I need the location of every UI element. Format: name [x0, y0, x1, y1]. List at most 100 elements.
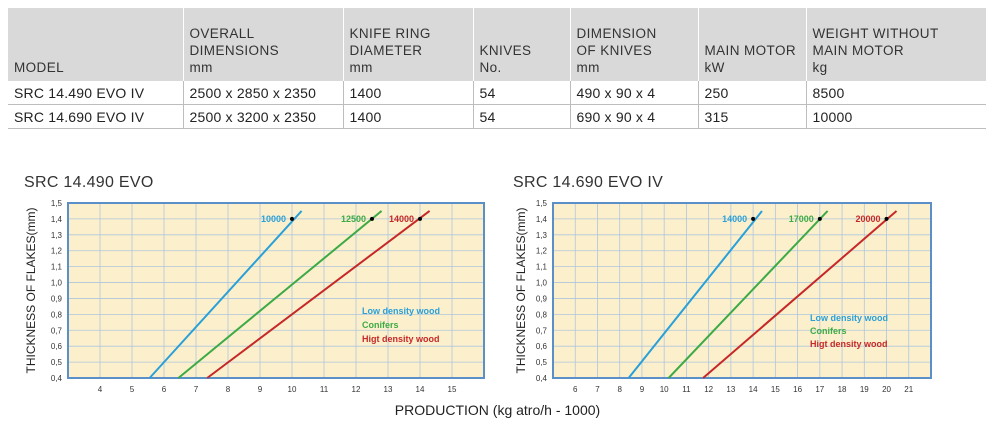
- table-header-row: MODEL OVERALL DIMENSIONS mm KNIFE RING D…: [8, 8, 986, 81]
- y-tick-label: 1,3: [51, 231, 63, 240]
- legend-entry: Low density wood: [810, 313, 888, 323]
- series-point: [370, 216, 374, 221]
- x-tick-label: 12: [352, 385, 361, 394]
- x-tick-label: 9: [640, 385, 645, 394]
- series-point: [751, 216, 756, 221]
- x-tick-label: 19: [860, 385, 869, 394]
- point-label: 17000: [789, 214, 814, 224]
- header-weight: WEIGHT WITHOUT MAIN MOTOR kg: [806, 8, 986, 81]
- x-tick-label: 11: [320, 385, 329, 394]
- point-label: 20000: [855, 214, 880, 224]
- chart-title-src-14-490: SRC 14.490 EVO: [24, 174, 154, 191]
- point-label: 14000: [389, 214, 414, 224]
- y-tick-label: 1,3: [536, 231, 548, 240]
- x-tick-label: 21: [904, 385, 913, 394]
- x-tick-label: 15: [771, 385, 780, 394]
- series-line-conifers: [667, 210, 829, 379]
- x-tick-label: 10: [660, 385, 669, 394]
- series-point: [418, 216, 422, 221]
- table-row: SRC 14.690 EVO IV 2500 x 3200 x 2350 140…: [8, 104, 986, 129]
- table-cell: 1400: [343, 81, 474, 105]
- x-tick-label: 5: [130, 385, 135, 394]
- header-knife-dimension: DIMENSION OF KNIVES mm: [570, 8, 699, 81]
- y-tick-label: 1,1: [536, 263, 548, 272]
- y-tick-label: 1,1: [51, 263, 63, 272]
- y-tick-label: 0,8: [536, 310, 548, 319]
- series-point: [290, 216, 294, 221]
- legend-entry: Higt density wood: [362, 334, 440, 344]
- table-cell: 54: [473, 81, 571, 105]
- table-cell: 10000: [806, 104, 986, 129]
- y-tick-label: 1,5: [51, 199, 63, 208]
- x-tick-label: 14: [416, 385, 425, 394]
- x-tick-label: 6: [573, 385, 578, 394]
- series-point: [817, 216, 822, 221]
- production-axis-label: PRODUCTION (kg atro/h - 1000): [394, 402, 601, 418]
- y-tick-label: 1,0: [51, 279, 63, 288]
- y-tick-label: 0,7: [536, 326, 548, 335]
- legend-entry: Low density wood: [362, 306, 440, 316]
- plot-frame: [67, 202, 485, 379]
- point-label: 14000: [722, 214, 747, 224]
- x-tick-label: 18: [838, 385, 847, 394]
- table-cell: 315: [698, 104, 807, 129]
- y-tick-label: 0,5: [51, 358, 63, 367]
- table-cell: SRC 14.690 EVO IV: [8, 104, 184, 129]
- table-cell: SRC 14.490 EVO IV: [8, 81, 184, 105]
- series-line-high_density: [206, 210, 431, 379]
- x-tick-label: 12: [704, 385, 713, 394]
- y-tick-label: 0,6: [51, 342, 63, 351]
- x-tick-label: 13: [726, 385, 735, 394]
- series-point: [884, 216, 889, 221]
- x-tick-label: 17: [815, 385, 824, 394]
- y-tick-label: 0,4: [51, 374, 63, 383]
- point-label: 12500: [341, 214, 366, 224]
- legend-entry: Higt density wood: [810, 339, 888, 349]
- x-tick-label: 8: [226, 385, 231, 394]
- table-cell: 690 x 90 x 4: [570, 104, 699, 129]
- x-tick-label: 7: [595, 385, 600, 394]
- header-main-motor: MAIN MOTOR kW: [698, 8, 807, 81]
- x-tick-label: 15: [448, 385, 457, 394]
- x-tick-label: 4: [98, 385, 103, 394]
- y-tick-label: 0,6: [536, 342, 548, 351]
- header-overall-dimensions: OVERALL DIMENSIONS mm: [183, 8, 344, 81]
- chart-title-src-14-690: SRC 14.690 EVO IV: [513, 174, 664, 191]
- x-tick-label: 7: [194, 385, 199, 394]
- y-tick-label: 1,2: [51, 247, 63, 256]
- y-axis-label: THICKNESS OF FLAKES(mm): [514, 207, 528, 373]
- y-tick-label: 0,8: [51, 310, 63, 319]
- table-cell: 490 x 90 x 4: [570, 81, 699, 105]
- x-tick-label: 6: [162, 385, 167, 394]
- y-tick-label: 0,7: [51, 326, 63, 335]
- x-tick-label: 10: [288, 385, 297, 394]
- x-tick-label: 13: [384, 385, 393, 394]
- chart-1: 0,4 0,5 0,6 0,7 0,8 0,9 1,0 1,1 1,2 1,3 1,4 1,5 4 5 6 7…: [24, 199, 485, 394]
- plot-area: [68, 203, 484, 378]
- y-tick-label: 0,9: [51, 294, 63, 303]
- series-line-low_density: [627, 210, 763, 379]
- x-tick-label: 11: [682, 385, 691, 394]
- y-axis-label: THICKNESS OF FLAKES(mm): [24, 207, 38, 373]
- x-tick-label: 9: [258, 385, 263, 394]
- table-cell: 2500 x 3200 x 2350: [183, 104, 344, 129]
- table-row: SRC 14.490 EVO IV 2500 x 2850 x 2350 140…: [8, 81, 986, 105]
- table-cell: 2500 x 2850 x 2350: [183, 81, 344, 105]
- y-tick-label: 1,4: [536, 215, 548, 224]
- point-label: 10000: [261, 214, 286, 224]
- series-line-low_density: [148, 210, 303, 379]
- x-tick-label: 20: [882, 385, 891, 394]
- y-tick-label: 1,0: [536, 279, 548, 288]
- table-cell: 8500: [806, 81, 986, 105]
- y-tick-label: 1,2: [536, 247, 548, 256]
- specs-table: MODEL OVERALL DIMENSIONS mm KNIFE RING D…: [8, 8, 986, 129]
- y-tick-label: 0,5: [536, 358, 548, 367]
- x-tick-label: 16: [793, 385, 802, 394]
- table-cell: 54: [473, 104, 571, 129]
- legend-entry: Conifers: [362, 320, 399, 330]
- y-tick-label: 1,4: [51, 215, 63, 224]
- table-cell: 250: [698, 81, 807, 105]
- y-tick-label: 0,4: [536, 374, 548, 383]
- plot-frame: [552, 202, 932, 379]
